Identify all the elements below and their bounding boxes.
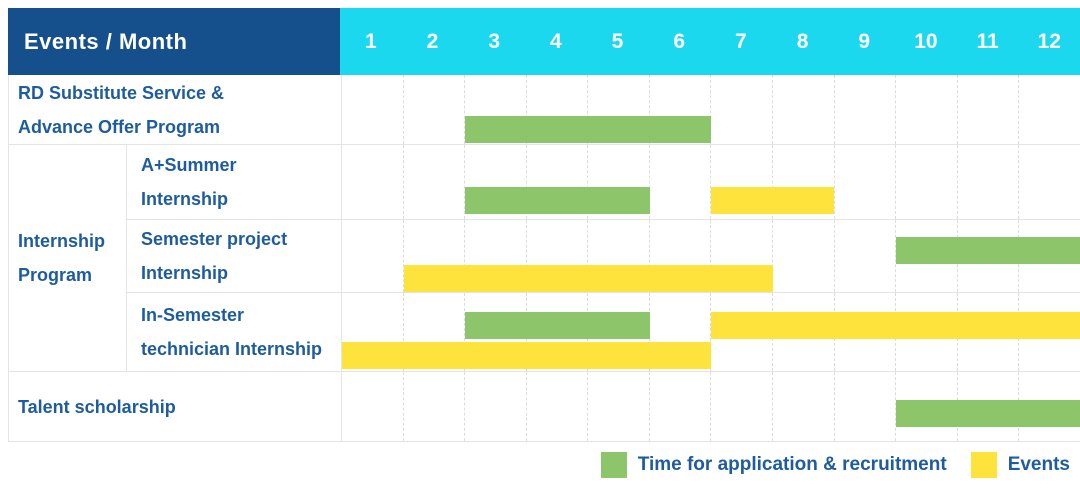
gantt-row-chart-area — [341, 75, 1080, 144]
month-header-cell: 9 — [858, 29, 871, 53]
month-grid-cell — [896, 75, 958, 144]
month-grid-cell — [711, 75, 774, 144]
recruitment-bar — [465, 116, 711, 143]
month-grid-cell — [958, 75, 1020, 144]
month-header-cell: 11 — [976, 29, 999, 53]
month-grid-cell — [711, 372, 774, 441]
events-swatch-icon — [970, 452, 997, 478]
legend-item-events: Events — [970, 452, 1070, 478]
events-bar — [342, 342, 711, 369]
month-grid-cell — [650, 220, 712, 292]
month-grid-cell — [404, 293, 466, 371]
gantt-row: A+Summer Internship — [126, 145, 1080, 220]
legend: Time for application & recruitment Events — [577, 452, 1070, 478]
month-grid-cell — [342, 293, 404, 371]
events-month-header: Events / Month — [8, 8, 340, 75]
events-bar — [403, 265, 773, 292]
schedule-table: Events / Month 1 2 3 4 5 6 7 8 9 10 11 12 RD Substi… — [8, 8, 1080, 442]
recruitment-bar — [465, 187, 650, 214]
month-grid-cell — [650, 293, 712, 371]
gantt-group-internship-program: Internship Program A+Summer Internship Sem… — [9, 145, 1080, 372]
month-header-cell: 1 — [364, 29, 377, 53]
recruitment-bar — [895, 400, 1080, 427]
month-grid-cell — [650, 145, 712, 219]
gantt-row: In-Semester technician Internship — [126, 293, 1080, 371]
recruitment-bar — [465, 312, 650, 339]
month-header-cell: 3 — [488, 29, 501, 53]
month-grid-cell — [465, 145, 527, 219]
month-header-cell: 4 — [550, 29, 562, 53]
month-grid-cell — [588, 220, 650, 292]
month-grid-cell — [711, 145, 774, 219]
month-grid-cell — [1019, 75, 1080, 144]
row-label: A+Summer Internship — [126, 145, 341, 219]
month-grid-cell — [404, 75, 466, 144]
month-header: 1 2 3 4 5 6 7 8 9 10 11 12 — [340, 8, 1080, 75]
month-header-cell: 10 — [914, 29, 938, 53]
month-grid-cell — [588, 372, 650, 441]
gantt-row-chart-area — [341, 145, 1080, 219]
table-header-row: Events / Month 1 2 3 4 5 6 7 8 9 10 11 12 — [8, 8, 1080, 75]
month-grid-cell — [342, 372, 404, 441]
month-grid-cell — [835, 372, 897, 441]
gantt-row-chart-area — [341, 293, 1080, 371]
group-subrows: A+Summer Internship Semester project Inte… — [126, 145, 1080, 371]
month-grid-cell — [465, 220, 527, 292]
gantt-row-chart-area — [341, 220, 1080, 292]
month-grid-cell — [404, 220, 466, 292]
month-grid-cell — [527, 145, 589, 219]
events-bar — [711, 187, 834, 214]
legend-label: Time for application & recruitment — [637, 454, 947, 475]
month-grid-cell — [527, 220, 589, 292]
gantt-row: Talent scholarship — [9, 372, 1080, 442]
month-grid-cell — [342, 220, 404, 292]
month-grid-cell — [773, 145, 835, 219]
month-grid-cell — [588, 145, 650, 219]
month-grid-cell — [1019, 145, 1080, 219]
month-grid-cell — [650, 75, 712, 144]
legend-label: Events — [1007, 454, 1070, 475]
month-grid-cell — [835, 220, 897, 292]
month-grid-cell — [404, 145, 466, 219]
month-grid-cell — [588, 75, 650, 144]
month-grid-cell — [404, 372, 466, 441]
month-grid-cell — [773, 372, 835, 441]
month-gridlines — [342, 145, 1080, 219]
month-grid-cell — [527, 75, 589, 144]
gantt-row: Semester project Internship — [126, 220, 1080, 293]
month-grid-cell — [835, 75, 897, 144]
events-bar — [711, 312, 1080, 339]
month-grid-cell — [835, 145, 897, 219]
month-grid-cell — [773, 75, 835, 144]
month-grid-cell — [342, 75, 404, 144]
row-label: RD Substitute Service & Advance Offer Pr… — [18, 82, 225, 137]
month-header-cell: 5 — [611, 29, 624, 53]
row-label: In-Semester technician Internship — [126, 293, 341, 371]
month-grid-cell — [773, 220, 835, 292]
table-body: RD Substitute Service & Advance Offer Pr… — [8, 75, 1080, 442]
month-grid-cell — [465, 372, 527, 441]
month-grid-cell — [465, 75, 527, 144]
month-header-cell: 2 — [426, 29, 439, 53]
recruitment-swatch-icon — [600, 452, 627, 478]
month-header-cell: 6 — [673, 29, 686, 53]
month-grid-cell — [527, 372, 589, 441]
month-grid-cell — [896, 145, 958, 219]
month-grid-cell — [650, 372, 712, 441]
month-grid-cell — [711, 220, 774, 292]
recruitment-bar — [895, 237, 1080, 264]
month-header-cell: 8 — [796, 29, 809, 53]
group-label: Internship Program — [18, 231, 106, 285]
month-gridlines — [342, 75, 1080, 144]
month-header-cell: 12 — [1037, 29, 1061, 53]
month-grid-cell — [958, 145, 1020, 219]
row-label: Talent scholarship — [18, 396, 176, 417]
month-header-cell: 7 — [735, 29, 747, 53]
legend-item-recruitment: Time for application & recruitment — [600, 452, 947, 478]
month-grid-cell — [342, 145, 404, 219]
gantt-row-chart-area — [341, 372, 1080, 441]
gantt-row: RD Substitute Service & Advance Offer Pr… — [9, 75, 1080, 145]
row-label: Semester project Internship — [126, 220, 341, 292]
